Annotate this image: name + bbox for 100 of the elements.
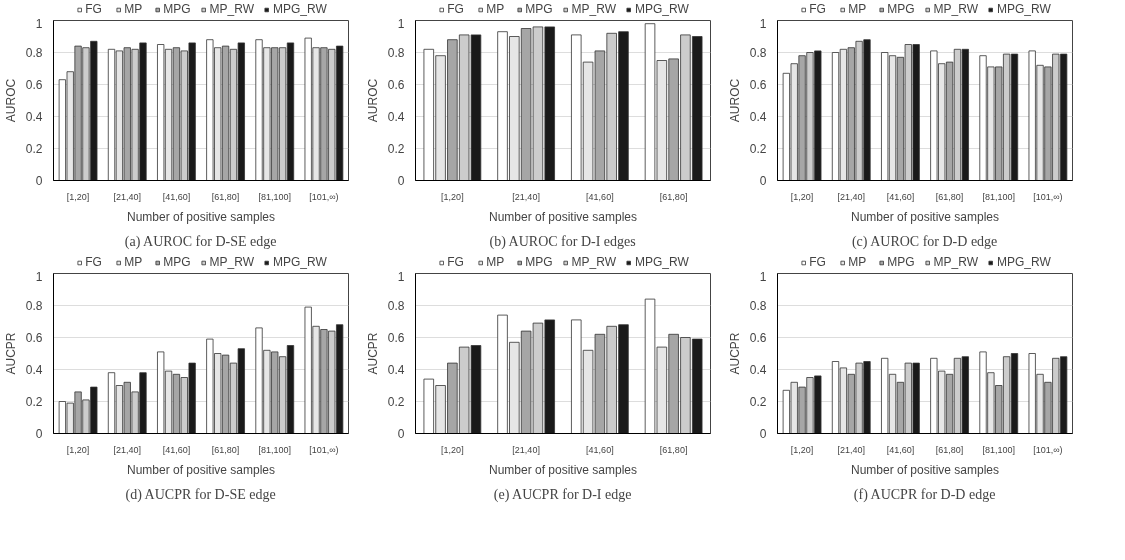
- legend-label: MP_RW: [571, 255, 616, 269]
- legend-label: MPG: [887, 2, 915, 16]
- y-tick-label: 0: [397, 427, 405, 441]
- x-tick-label: [21,40]: [113, 191, 142, 202]
- legend-label: MPG_RW: [997, 2, 1051, 16]
- x-tick-label: [61,80]: [659, 191, 688, 202]
- x-axis-title: Number of positive samples: [850, 209, 1000, 224]
- x-tick-label: [1,20]: [441, 191, 464, 202]
- legend-label: MPG: [163, 2, 191, 16]
- x-tick-label: [41,60]: [162, 444, 191, 455]
- legend-label: MP_RW: [209, 255, 254, 269]
- y-tick-label: 0.2: [25, 142, 43, 156]
- y-tick-label: 0.6: [749, 78, 767, 92]
- y-axis-title: AUROC: [365, 78, 380, 123]
- legend-label: MPG: [887, 255, 915, 269]
- x-axis-title: Number of positive samples: [126, 462, 276, 477]
- y-tick-label: 0.8: [387, 299, 405, 313]
- legend-label: MP_RW: [933, 255, 978, 269]
- x-tick-label: [101,∞): [309, 191, 339, 202]
- y-axis-title: AUROC: [727, 78, 742, 123]
- x-tick-label: [41,60]: [886, 191, 915, 202]
- x-axis-title: Number of positive samples: [850, 462, 1000, 477]
- text: (f) AUCPR for D-D edge: [853, 486, 996, 503]
- text: (c) AUROC for D-D edge: [851, 233, 998, 250]
- y-tick-label: 0.8: [387, 46, 405, 60]
- y-tick-label: 1: [397, 16, 405, 31]
- x-axis-title: Number of positive samples: [126, 209, 276, 224]
- x-tick-label: [101,∞): [309, 444, 339, 455]
- y-tick-label: 0.6: [25, 78, 43, 92]
- x-tick-label: [81,100]: [982, 191, 1016, 202]
- x-axis-title: Number of positive samples: [488, 462, 638, 477]
- y-tick-label: 0.2: [387, 395, 405, 409]
- y-tick-label: 0: [397, 174, 405, 188]
- legend-label: MPG_RW: [273, 255, 327, 269]
- y-tick-label: 0: [759, 174, 767, 188]
- legend-label: MP: [848, 255, 868, 269]
- x-tick-label: [21,40]: [113, 444, 142, 455]
- y-tick-label: 0.4: [749, 110, 767, 124]
- x-axis-title: Number of positive samples: [488, 209, 638, 224]
- x-tick-label: [101,∞): [1033, 444, 1063, 455]
- legend-label: MPG: [525, 255, 553, 269]
- legend-label: MP: [848, 2, 868, 16]
- y-axis-title: AUCPR: [727, 332, 742, 375]
- legend-label: MP: [486, 2, 506, 16]
- y-tick-label: 0.2: [749, 395, 767, 409]
- x-tick-label: [61,80]: [211, 444, 240, 455]
- y-tick-label: 1: [759, 269, 767, 284]
- y-tick-label: 0.6: [749, 331, 767, 345]
- x-tick-label: [1,20]: [441, 444, 464, 455]
- x-tick-label: [1,20]: [790, 444, 814, 455]
- legend-label: FG: [447, 255, 465, 269]
- legend-label: MPG_RW: [997, 255, 1051, 269]
- y-tick-label: 0.6: [387, 78, 405, 92]
- y-tick-label: 0: [759, 427, 767, 441]
- text: (d) AUCPR for D-SE edge: [125, 486, 276, 503]
- legend-label: FG: [809, 255, 827, 269]
- legend-label: FG: [85, 2, 103, 16]
- x-tick-label: [101,∞): [1033, 191, 1063, 202]
- y-tick-label: 1: [35, 269, 43, 284]
- x-tick-label: [81,100]: [258, 191, 292, 202]
- x-tick-label: [1,20]: [66, 191, 90, 202]
- legend-label: MP_RW: [209, 2, 254, 16]
- legend-label: FG: [447, 2, 465, 16]
- x-tick-label: [41,60]: [162, 191, 191, 202]
- y-tick-label: 0.6: [25, 331, 43, 345]
- y-tick-label: 0: [35, 174, 43, 188]
- y-tick-label: 0.2: [749, 142, 767, 156]
- legend-label: MPG_RW: [273, 2, 327, 16]
- legend-label: FG: [85, 255, 103, 269]
- y-tick-label: 0.8: [25, 46, 43, 60]
- y-tick-label: 0.4: [25, 110, 43, 124]
- y-axis-title: AUCPR: [3, 332, 18, 375]
- x-tick-label: [41,60]: [586, 444, 614, 455]
- y-axis-title: AUROC: [3, 78, 18, 123]
- legend-label: MP: [124, 255, 144, 269]
- x-tick-label: [41,60]: [586, 191, 614, 202]
- y-tick-label: 0.2: [387, 142, 405, 156]
- legend-label: MPG: [525, 2, 553, 16]
- legend-label: MP_RW: [933, 2, 978, 16]
- legend-label: MP: [486, 255, 506, 269]
- x-tick-label: [81,100]: [982, 444, 1016, 455]
- x-tick-label: [21,40]: [512, 191, 540, 202]
- y-tick-label: 0.4: [387, 363, 405, 377]
- x-tick-label: [21,40]: [837, 444, 866, 455]
- y-tick-label: 0: [35, 427, 43, 441]
- text: (e) AUCPR for D-I edge: [493, 486, 632, 503]
- x-tick-label: [1,20]: [790, 191, 814, 202]
- x-tick-label: [61,80]: [659, 444, 688, 455]
- legend-label: MPG: [163, 255, 191, 269]
- legend-label: MP: [124, 2, 144, 16]
- legend-label: MPG_RW: [635, 2, 689, 16]
- x-tick-label: [41,60]: [886, 444, 915, 455]
- x-tick-label: [81,100]: [258, 444, 292, 455]
- text: (a) AUROC for D-SE edge: [124, 233, 277, 250]
- y-tick-label: 0.8: [25, 299, 43, 313]
- x-tick-label: [61,80]: [935, 444, 964, 455]
- x-tick-label: [1,20]: [66, 444, 90, 455]
- text: (b) AUROC for D-I edges: [489, 233, 636, 250]
- y-tick-label: 1: [759, 16, 767, 31]
- x-tick-label: [21,40]: [512, 444, 540, 455]
